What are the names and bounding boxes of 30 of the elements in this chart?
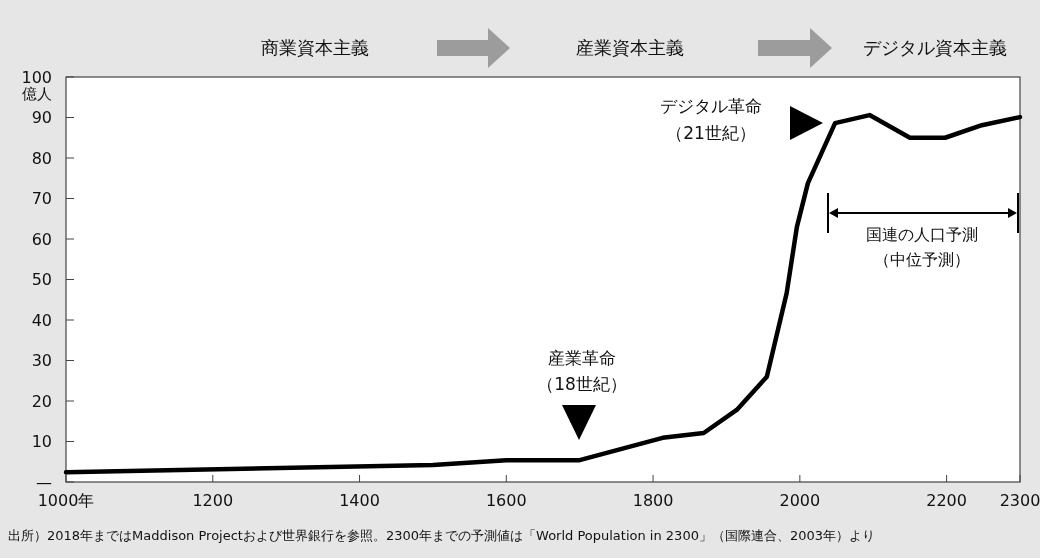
y-tick-label: 10 [31,432,52,452]
annotation: 国連の人口予測 [866,225,978,244]
y-tick-label: — [36,472,52,492]
x-tick-label: 1400 [339,491,380,510]
y-tick-label: 30 [31,351,52,371]
text: 出所）2018年まではMaddison Projectおよび世界銀行を参照。2300年までの予測値は「World Population in 2300」（国際連合、2003年）より [8,528,876,543]
text: 産業資本主義 [576,37,684,58]
x-tick-label: 2000 [779,491,821,510]
annotation: （21世紀） [666,123,756,143]
annotation: （中位予測） [874,250,970,269]
y-tick-label: 80 [31,148,52,168]
annotation: デジタル革命 [660,96,762,116]
y-tick-label: 100 [21,67,52,87]
x-tick-label: 1600 [485,491,527,510]
y-tick-label: 60 [31,229,52,249]
y-axis-title: 億人 [22,85,52,103]
text: デジタル資本主義 [863,37,1007,58]
annotation: 産業革命 [548,348,616,368]
x-tick-label: 2300 [999,491,1040,510]
y-tick-label: 40 [31,310,52,330]
x-tick-label: 1000年 [37,491,95,510]
y-tick-label: 20 [31,391,52,411]
x-tick-label: 1800 [632,491,674,510]
y-tick-label: 90 [31,108,52,128]
annotation: （18世紀） [537,374,627,394]
x-tick-label: 1200 [192,491,234,510]
y-tick-label: 50 [31,270,52,290]
y-tick-label: 70 [31,189,52,209]
x-tick-label: 2200 [926,491,967,510]
text: 商業資本主義 [261,37,369,58]
